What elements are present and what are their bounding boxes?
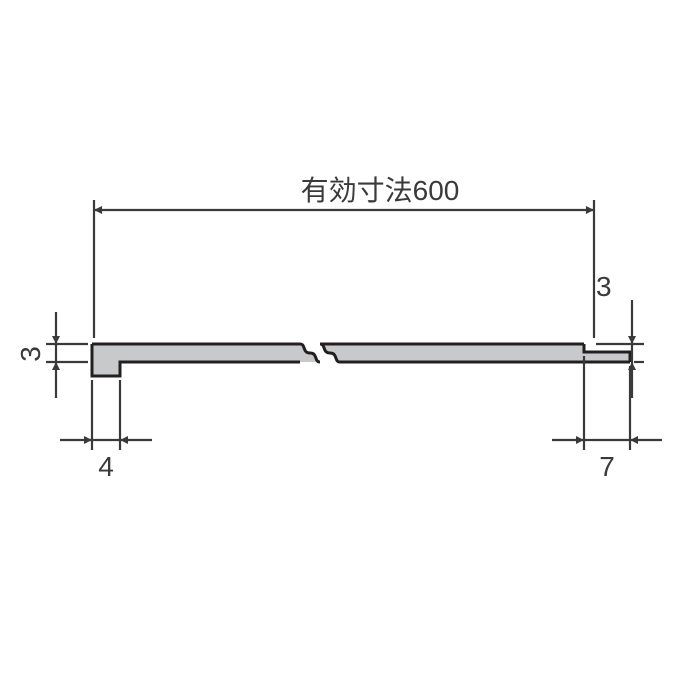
cross-section-svg: 有効寸法600 3 3 4 7: [0, 0, 700, 700]
dim-label-right7: 7: [599, 451, 615, 482]
dim-left-thickness: 3: [15, 312, 88, 398]
dim-right-foot: 7: [552, 356, 662, 482]
dim-label-left3: 3: [15, 346, 46, 362]
dim-label-top: 有効寸法600: [301, 175, 460, 206]
dim-right-thickness: 3: [596, 271, 644, 398]
dim-top-overall: 有効寸法600: [94, 175, 594, 338]
dim-label-right3: 3: [596, 271, 612, 302]
diagram-stage: 有効寸法600 3 3 4 7: [0, 0, 700, 700]
dim-left-foot: 4: [60, 380, 152, 482]
profile-group: [92, 344, 630, 376]
dim-label-left4: 4: [98, 451, 114, 482]
profile-left-fill: [92, 344, 320, 376]
